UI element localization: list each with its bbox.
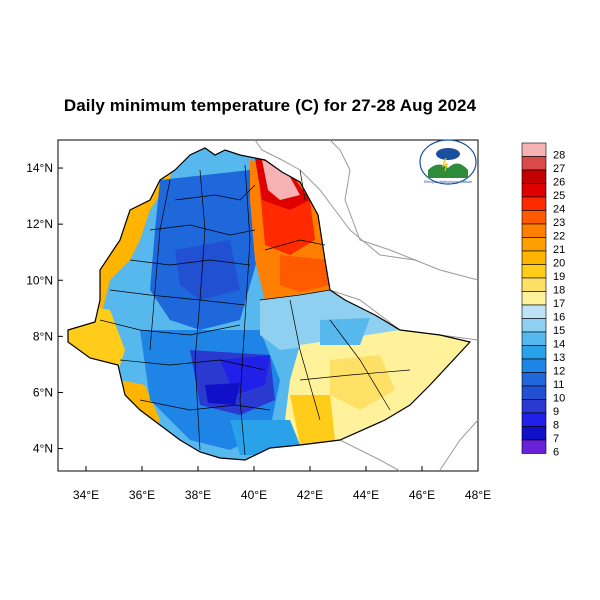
colorbar-label: 27 [553, 163, 565, 175]
colorbar-label: 21 [553, 244, 565, 256]
colorbar-swatch [521, 331, 547, 346]
colorbar-swatch [521, 318, 547, 333]
lon-tick-label: 48°E [465, 488, 491, 502]
colorbar-swatch [521, 237, 547, 252]
lon-tick-label: 40°E [241, 488, 267, 502]
colorbar-swatch [521, 156, 547, 171]
lon-tick-label: 34°E [73, 488, 99, 502]
lat-tick-label: 10°N [26, 273, 53, 287]
colorbar-swatch [521, 399, 547, 414]
colorbar-label: 16 [553, 312, 565, 324]
colorbar-swatch [521, 264, 547, 279]
colorbar-label: 23 [553, 217, 565, 229]
colorbar-label: 10 [553, 393, 565, 405]
colorbar-swatch [521, 250, 547, 265]
colorbar-swatch [521, 426, 547, 441]
colorbar-label: 28 [553, 150, 565, 162]
lat-tick-label: 8°N [33, 329, 53, 343]
colorbar-swatch [521, 142, 547, 157]
colorbar-swatch [521, 196, 547, 211]
colorbar-label: 6 [553, 447, 559, 459]
emi-logo: Ethiopian Meteorology Institute [419, 139, 477, 185]
zone-boundaries [99, 164, 411, 456]
lon-tick-label: 42°E [297, 488, 323, 502]
colorbar-label: 13 [553, 352, 565, 364]
logo-lightning-icon [441, 157, 448, 172]
colorbar-label: 25 [553, 190, 565, 202]
colorbar-label: 17 [553, 298, 565, 310]
longitude-axis: 34°E 36°E 38°E 40°E 42°E 44°E 46°E 48°E [73, 466, 491, 502]
colorbar-swatch [521, 439, 547, 454]
colorbar-swatch [521, 372, 547, 387]
lon-tick-label: 36°E [129, 488, 155, 502]
colorbar-swatch [521, 385, 547, 400]
colorbar-swatch [521, 304, 547, 319]
lat-tick-label: 14°N [26, 161, 53, 175]
colorbar-label: 19 [553, 271, 565, 283]
colorbar-label: 24 [553, 204, 565, 216]
colorbar-label: 15 [553, 325, 565, 337]
colorbar-label: 8 [553, 420, 559, 432]
colorbar-swatch [521, 169, 547, 184]
logo-hills-icon [428, 163, 468, 178]
red-sea-coast [254, 139, 479, 281]
lat-tick-label: 6°N [33, 385, 53, 399]
colorbar-label: 9 [553, 406, 559, 418]
colorbar-swatch [521, 210, 547, 225]
colorbar-swatch [521, 291, 547, 306]
colorbar-label: 11 [553, 379, 564, 391]
coastline-arabia [329, 139, 421, 263]
lon-tick-label: 46°E [409, 488, 435, 502]
colorbar-label: 22 [553, 231, 565, 243]
latitude-axis: 14°N 12°N 10°N 8°N 6°N 4°N [26, 161, 63, 456]
colorbar-label: 18 [553, 285, 565, 297]
colorbar-swatch [521, 412, 547, 427]
colorbar-swatch [521, 183, 547, 198]
colorbar-swatch [521, 345, 547, 360]
lon-tick-label: 38°E [185, 488, 211, 502]
colorbar-swatch [521, 277, 547, 292]
colorbar-label: 20 [553, 258, 565, 270]
logo-caption: Ethiopian Meteorology Institute [424, 180, 472, 184]
colorbar-label: 26 [553, 177, 565, 189]
somalia-coast [439, 419, 479, 471]
colorbar-label: 14 [553, 339, 565, 351]
colorbar-swatch [521, 358, 547, 373]
colorbar-label: 7 [553, 433, 559, 445]
logo-cloud-icon [436, 148, 460, 160]
lat-tick-label: 12°N [26, 217, 53, 231]
lat-tick-label: 4°N [33, 442, 53, 456]
colorbar-label: 12 [553, 366, 565, 378]
lon-tick-label: 44°E [353, 488, 379, 502]
map-title: Daily minimum temperature (C) for 27-28 … [63, 96, 477, 115]
colorbar-swatch [521, 223, 547, 238]
